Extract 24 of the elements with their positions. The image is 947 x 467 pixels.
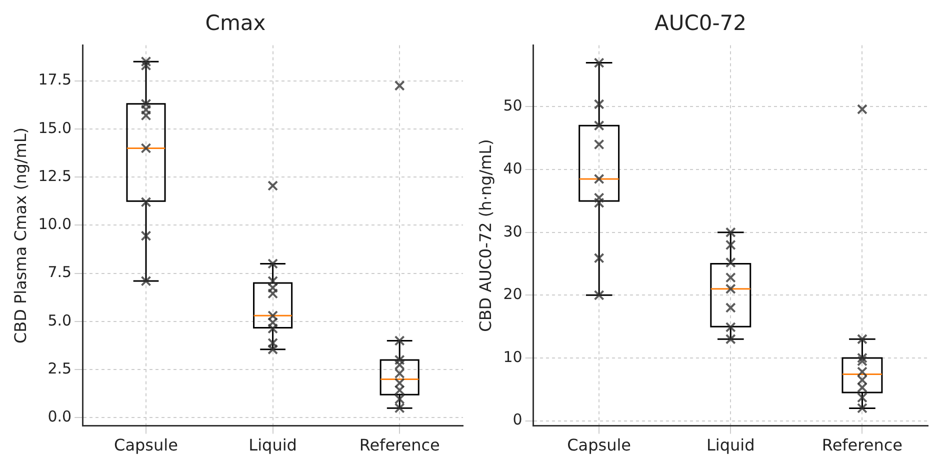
y-tick-label: 5.0	[48, 311, 72, 330]
y-tick-label: 50	[503, 96, 522, 115]
y-axis-title: CBD AUC0-72 (h·ng/mL)	[476, 139, 495, 332]
chart-title: Cmax	[205, 11, 266, 36]
y-tick-label: 17.5	[38, 70, 72, 89]
y-tick-label: 12.5	[38, 166, 72, 185]
y-tick-label: 0.0	[48, 408, 72, 426]
y-tick-label: 15.0	[38, 118, 72, 137]
y-tick-label: 20	[503, 285, 522, 304]
y-tick-label: 40	[503, 159, 522, 178]
x-tick-label: Capsule	[114, 436, 178, 455]
y-tick-label: 10.0	[38, 215, 72, 234]
x-tick-label: Liquid	[706, 436, 755, 455]
x-tick-label: Reference	[359, 436, 440, 455]
y-axis-title: CBD Plasma Cmax (ng/mL)	[10, 127, 30, 344]
chart-title: AUC0-72	[654, 11, 747, 36]
x-tick-label: Capsule	[567, 436, 632, 455]
y-tick-label: 7.5	[48, 263, 72, 282]
y-tick-label: 10	[503, 348, 522, 366]
y-tick-label: 2.5	[48, 359, 72, 378]
y-tick-label: 30	[503, 222, 522, 240]
y-tick-label: 0	[512, 410, 522, 429]
x-tick-label: Liquid	[248, 436, 297, 455]
x-tick-label: Reference	[822, 436, 903, 455]
